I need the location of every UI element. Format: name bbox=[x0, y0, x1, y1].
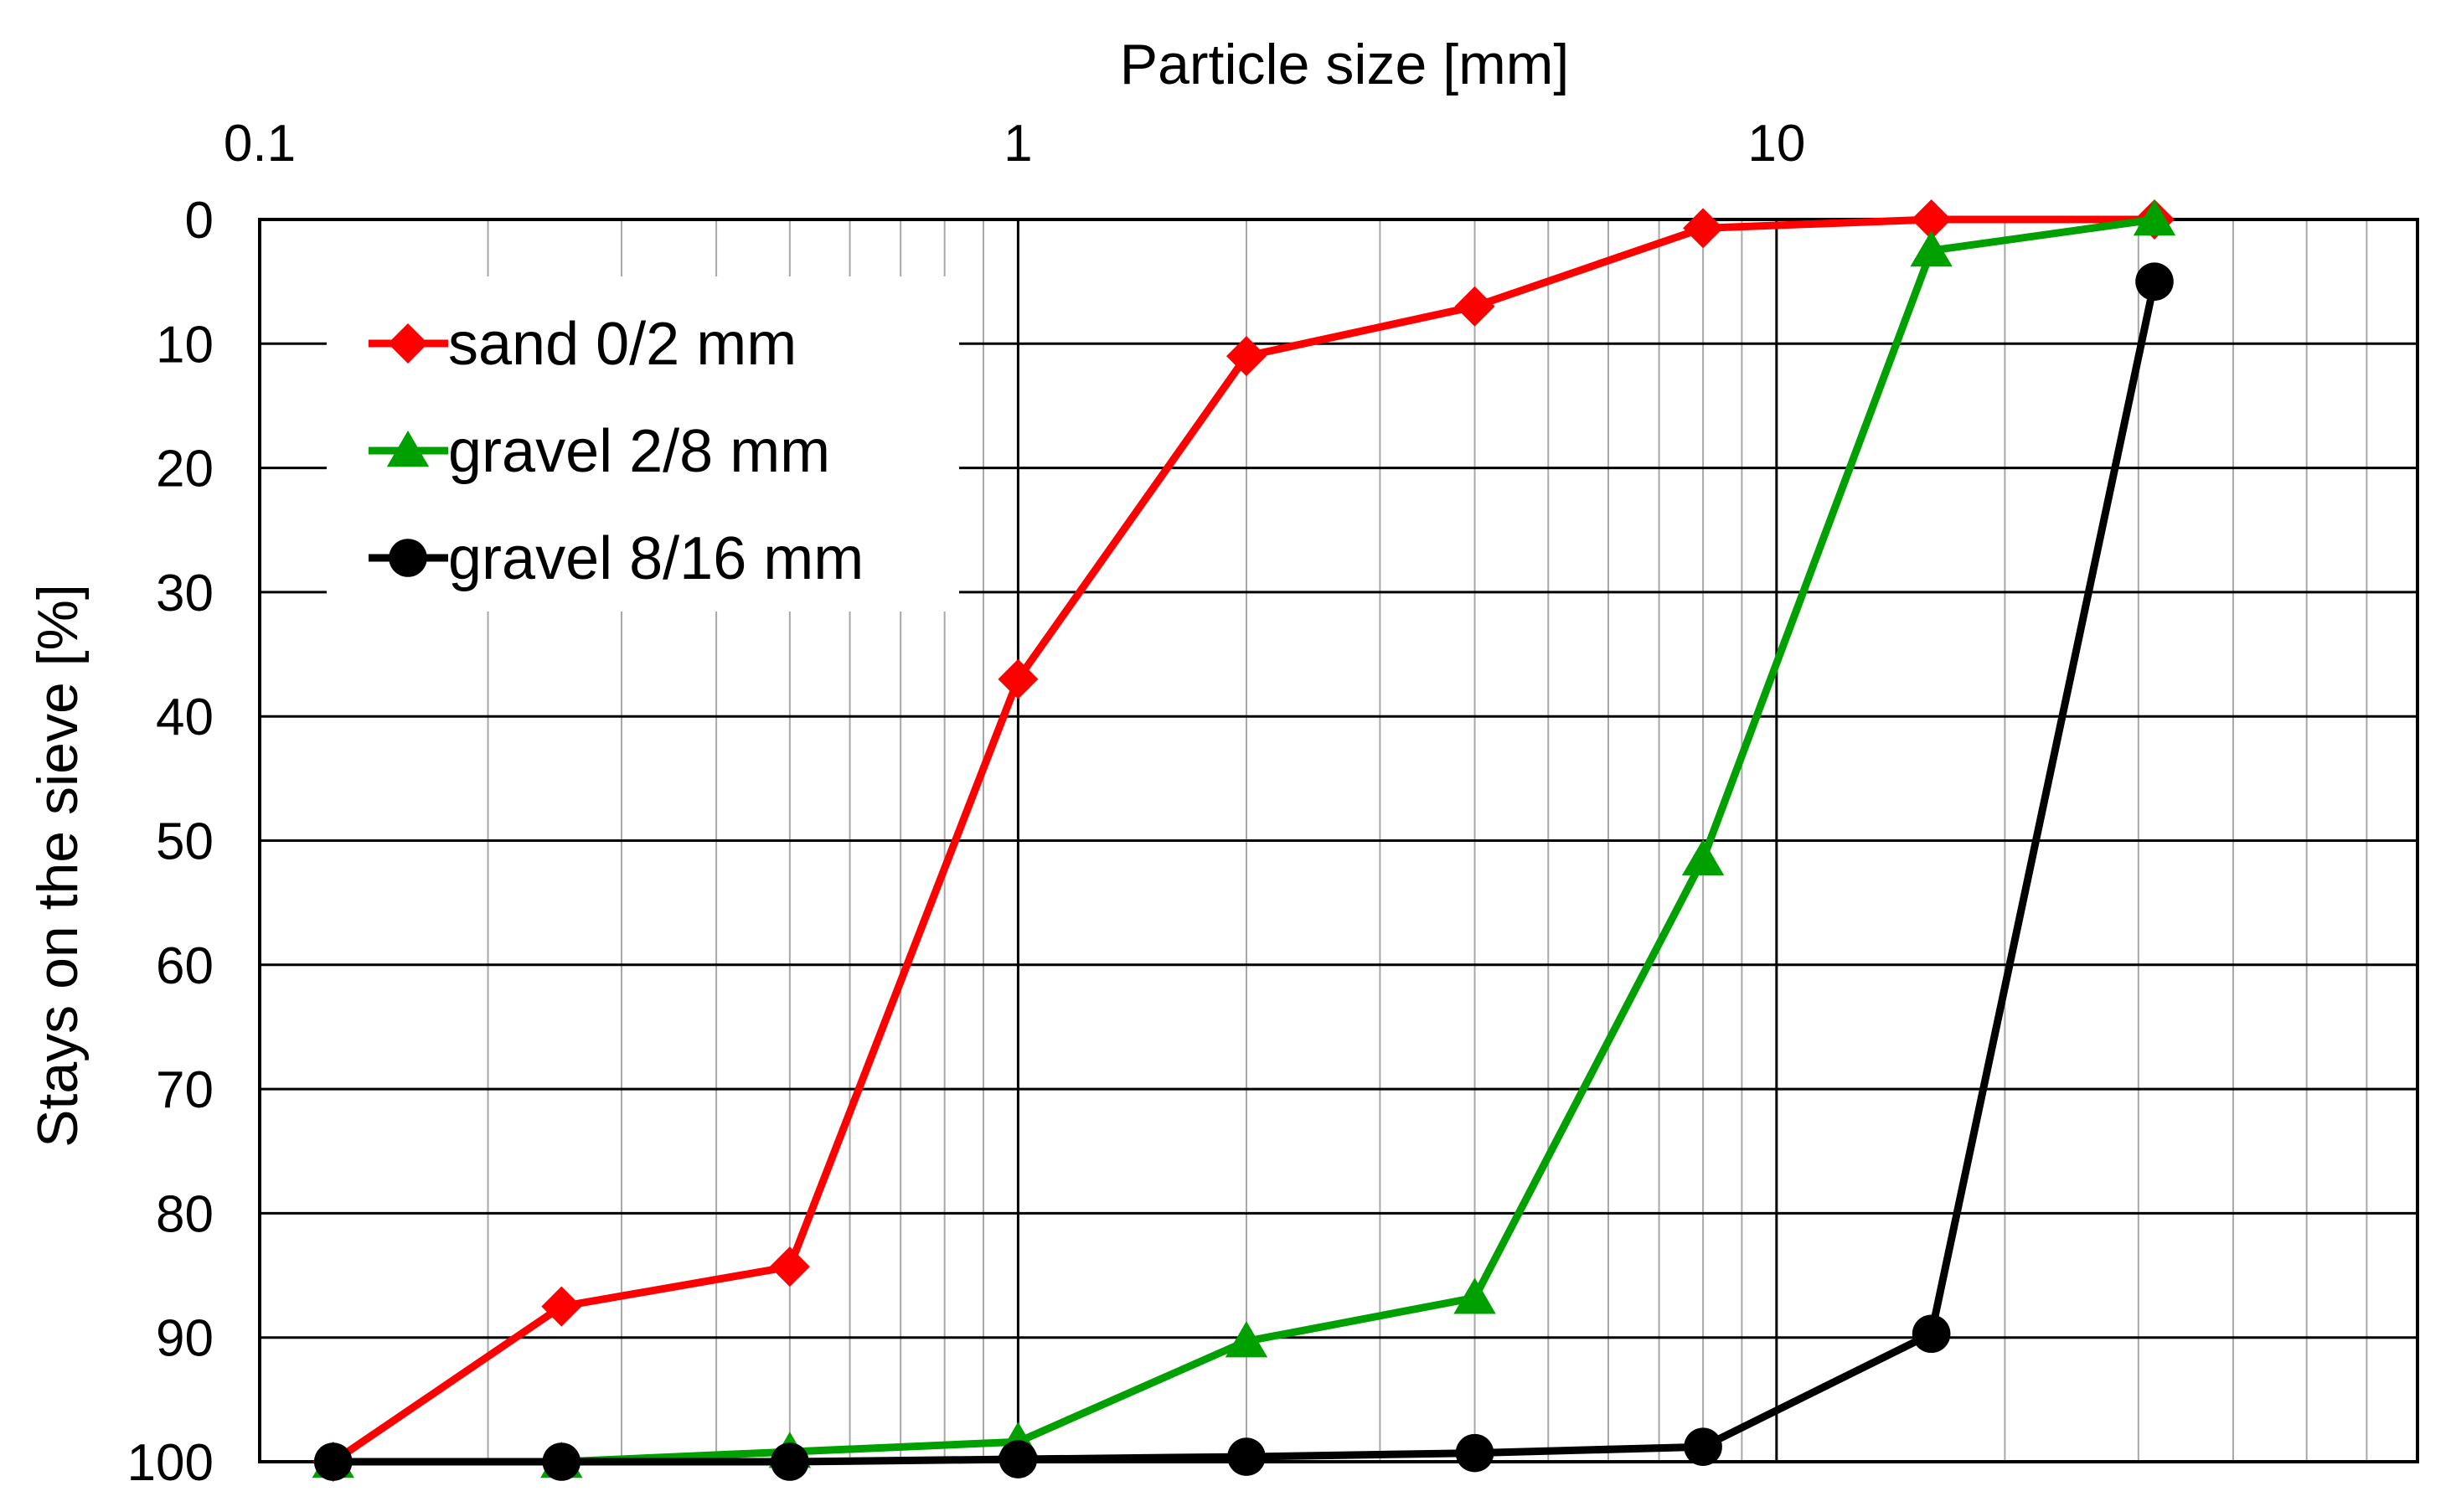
data-point-circle bbox=[313, 1442, 353, 1481]
legend-item: gravel 2/8 mm bbox=[369, 418, 830, 485]
series-2 bbox=[313, 262, 2174, 1481]
legend-item: gravel 8/16 mm bbox=[369, 525, 864, 592]
data-point-triangle bbox=[2133, 199, 2176, 236]
y-tick-label: 40 bbox=[156, 689, 214, 746]
y-tick-label: 90 bbox=[156, 1310, 214, 1368]
y-tick-label: 80 bbox=[156, 1185, 214, 1243]
legend-label: gravel 2/8 mm bbox=[448, 418, 830, 485]
data-point-circle bbox=[1684, 1427, 1722, 1467]
data-point-circle bbox=[1455, 1433, 1494, 1473]
x-axis-title: Particle size [mm] bbox=[1120, 33, 1570, 96]
y-tick-label: 50 bbox=[156, 813, 214, 871]
data-point-triangle bbox=[1453, 1277, 1496, 1314]
legend-item: sand 0/2 mm bbox=[369, 311, 797, 378]
data-point-circle bbox=[542, 1442, 581, 1481]
data-point-circle bbox=[1912, 1314, 1951, 1354]
data-point-circle bbox=[1227, 1437, 1266, 1476]
y-tick-label: 100 bbox=[127, 1434, 214, 1492]
data-point-diamond bbox=[1911, 199, 1952, 240]
data-point-triangle bbox=[1681, 839, 1725, 875]
plot-frame bbox=[258, 218, 2419, 1463]
data-point-diamond bbox=[769, 1246, 810, 1288]
x-tick-label: 0.1 bbox=[224, 115, 296, 173]
legend-label: sand 0/2 mm bbox=[448, 311, 797, 378]
data-point-diamond bbox=[541, 1286, 582, 1327]
data-point-diamond bbox=[1683, 208, 1724, 249]
data-point-circle bbox=[998, 1440, 1038, 1478]
data-point-circle bbox=[389, 539, 427, 577]
y-axis-title: Stays on the sieve [%] bbox=[26, 584, 90, 1148]
data-point-triangle bbox=[386, 431, 430, 467]
data-point-diamond bbox=[1226, 336, 1267, 377]
data-point-diamond bbox=[388, 323, 428, 364]
y-tick-label: 70 bbox=[156, 1061, 214, 1119]
y-tick-label: 60 bbox=[156, 937, 214, 995]
data-point-triangle bbox=[1910, 230, 1953, 267]
data-point-circle bbox=[2135, 262, 2174, 301]
data-point-triangle bbox=[1225, 1321, 1268, 1358]
series bbox=[312, 199, 2176, 1482]
y-tick-label: 0 bbox=[185, 192, 214, 250]
legend: sand 0/2 mm gravel 2/8 mm gravel 8/16 mm bbox=[327, 276, 959, 612]
x-tick-label: 10 bbox=[1747, 115, 1805, 173]
data-point-diamond bbox=[998, 658, 1039, 699]
y-tick-label: 30 bbox=[156, 565, 214, 622]
x-tick-label: 1 bbox=[1004, 115, 1032, 173]
data-point-circle bbox=[771, 1442, 809, 1481]
data-point-diamond bbox=[1454, 286, 1495, 327]
y-tick-label: 10 bbox=[156, 316, 214, 374]
legend-label: gravel 8/16 mm bbox=[448, 525, 864, 592]
y-tick-label: 20 bbox=[156, 441, 214, 498]
